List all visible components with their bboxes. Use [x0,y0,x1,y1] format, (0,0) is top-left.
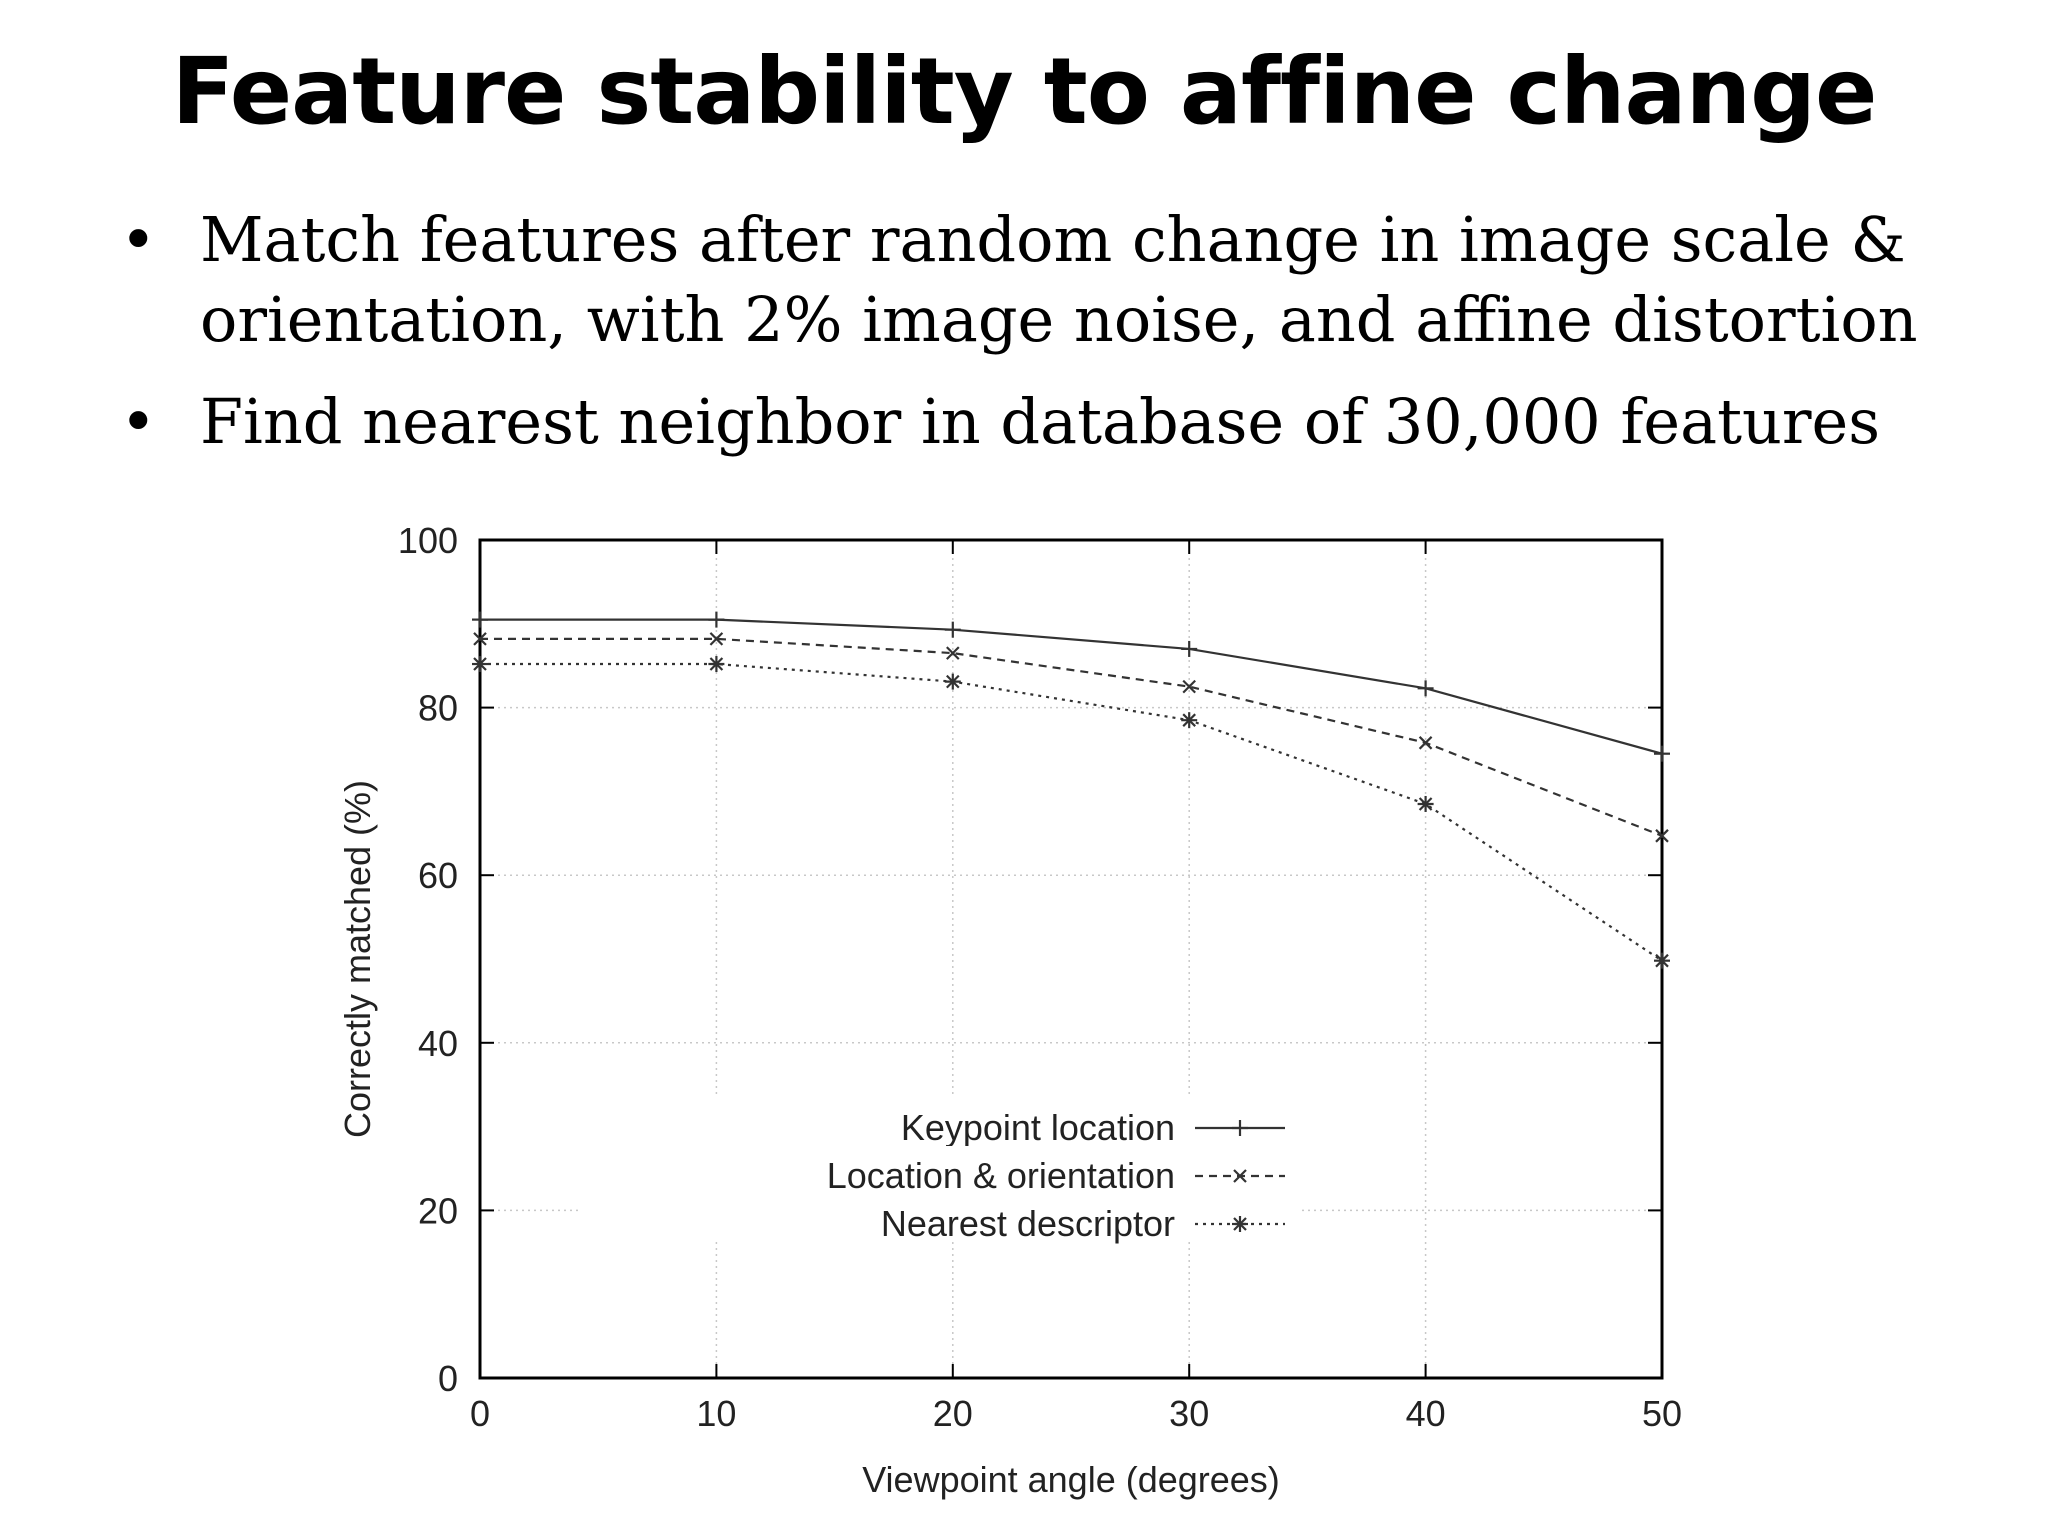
chart: 0 20 40 60 80 100 0 10 20 30 40 50 Viewpoint angle (… [300,500,1760,1530]
series-line [480,662,1663,962]
data-point [944,621,961,638]
y-tick-label: 0 [438,1358,458,1399]
bullet-text: Find nearest neighbor in database of 30,… [200,385,1881,458]
x-tick-label: 50 [1642,1393,1682,1434]
plot-frame [478,538,1664,1380]
data-point [472,611,488,628]
y-tick-label: 60 [418,855,458,896]
data-point [709,632,724,646]
legend-marker [1232,1120,1248,1136]
data-point [1181,712,1198,729]
series-line [480,618,1663,755]
legend-label: Nearest descriptor [881,1203,1175,1244]
legend-label: Keypoint location [901,1107,1175,1148]
y-tick-label: 20 [418,1190,458,1231]
line-chart: 0 20 40 60 80 100 0 10 20 30 40 50 Viewpoint angle (… [337,520,1682,1500]
y-tick-label: 100 [398,520,458,561]
x-axis-label: Viewpoint angle (degrees) [862,1459,1280,1500]
data-point [1418,736,1433,750]
data-point [1654,745,1670,762]
y-axis-label: Correctly matched (%) [337,780,378,1138]
data-point [944,673,961,690]
x-tick-label: 40 [1406,1393,1446,1434]
bullet-text: Match features after random change in im… [200,203,1918,356]
x-tick-label: 10 [696,1393,736,1434]
bullet-dot: • [120,385,157,458]
data-point [1417,795,1434,812]
data-point [472,656,488,673]
legend-marker [1232,1216,1248,1232]
y-tick-label: 80 [418,688,458,729]
data-point [1181,640,1198,657]
x-tick-label: 20 [933,1393,973,1434]
series-line [480,637,1663,837]
bullet-item: • Find nearest neighbor in database of 3… [120,382,2000,462]
x-tick-label: 0 [470,1393,490,1434]
bullet-item: • Match features after random change in … [120,200,2000,360]
data-point [1654,952,1670,969]
data-point [1655,829,1669,843]
data-point [946,646,960,660]
x-tick-label: 30 [1169,1393,1209,1434]
data-point [1182,679,1196,694]
data-point [708,656,725,673]
bullet-dot: • [120,203,157,276]
legend-background [580,1194,1300,1240]
legend-marker [1233,1169,1247,1183]
data-point [1417,680,1434,697]
bullet-list: • Match features after random change in … [120,200,2000,484]
data-point [473,632,487,646]
legend-label: Location & orientation [827,1155,1175,1196]
legend-background [580,1098,1300,1144]
data-point [708,611,725,628]
slide-title: Feature stability to affine change [171,38,1878,145]
y-tick-label: 40 [418,1023,458,1064]
legend-background [580,1146,1300,1192]
